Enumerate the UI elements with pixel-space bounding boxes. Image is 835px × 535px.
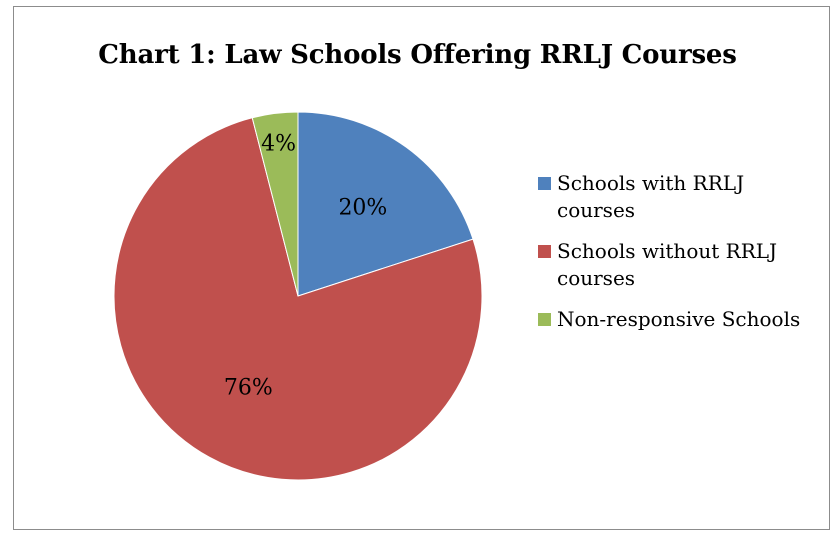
legend-label-with-rrlj: Schools with RRLJ courses [557, 171, 745, 222]
legend-item-with-rrlj: Schools with RRLJ courses [537, 170, 827, 224]
legend-item-non-responsive: Non-responsive Schools [537, 306, 827, 333]
pie-slice-non-responsive [251, 111, 299, 297]
legend-swatch-with-rrlj [538, 177, 551, 190]
chart-title: Chart 1: Law Schools Offering RRLJ Cours… [98, 40, 737, 70]
pie-slice-without-rrlj [113, 117, 483, 481]
legend: Schools with RRLJ courses Schools withou… [537, 170, 827, 347]
pie-slice-with-rrlj [297, 111, 474, 297]
slice-label-non-responsive: 4% [261, 132, 296, 157]
legend-swatch-non-responsive [538, 313, 551, 326]
legend-label-without-rrlj: Schools without RRLJ courses [557, 239, 778, 290]
slice-label-without-rrlj: 76% [224, 375, 273, 400]
legend-swatch-without-rrlj [538, 245, 551, 258]
slice-label-with-rrlj: 20% [338, 196, 387, 221]
legend-label-non-responsive: Non-responsive Schools [557, 307, 801, 331]
legend-item-without-rrlj: Schools without RRLJ courses [537, 238, 827, 292]
